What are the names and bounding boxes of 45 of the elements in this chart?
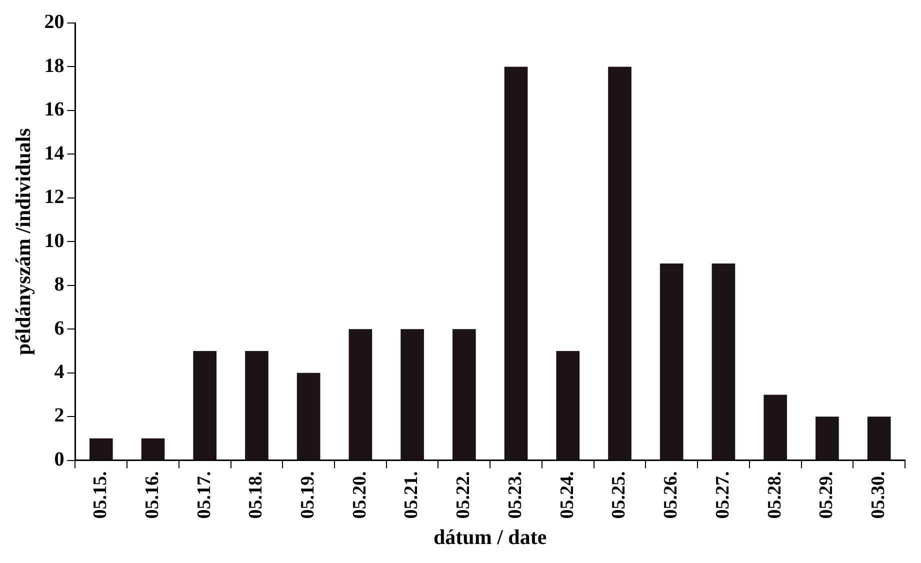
bar [296, 372, 320, 460]
y-tick-label: 16 [44, 98, 64, 121]
x-tick-label: 05.24. [556, 471, 578, 519]
bar [141, 438, 165, 460]
bar [348, 329, 372, 460]
bar [764, 394, 788, 460]
x-tick-label: 05.16. [142, 471, 163, 519]
x-tick-label: 05.19. [297, 471, 318, 519]
x-tick-label: 05.27. [712, 471, 734, 519]
y-tick-label: 20 [44, 11, 64, 34]
x-tick-label: 05.17. [194, 471, 215, 519]
bar [89, 438, 113, 460]
bar [504, 66, 528, 460]
bar [867, 416, 891, 460]
y-tick-label: 0 [54, 448, 64, 470]
bar [556, 350, 580, 460]
x-tick-label: 05.28. [764, 471, 786, 519]
x-tick-label: 05.22. [453, 471, 474, 519]
x-axis-title: dátum / date [434, 524, 547, 549]
x-tick-label: 05.23. [504, 471, 526, 519]
y-tick-label: 12 [44, 186, 64, 208]
x-tick-label: 05.26. [660, 471, 682, 519]
bar [608, 66, 632, 460]
x-tick-label: 05.29. [816, 471, 838, 519]
x-tick-label: 05.20. [349, 471, 370, 519]
y-tick-label: 10 [44, 230, 64, 252]
bar [660, 264, 684, 460]
y-tick-label: 4 [54, 361, 64, 384]
y-tick-label: 8 [54, 274, 64, 296]
x-tick-label: 05.25. [608, 471, 630, 519]
x-tick-label: 05.21. [401, 471, 422, 519]
bar [245, 350, 268, 460]
x-tick-label: 05.15. [90, 471, 112, 519]
y-tick-label: 18 [44, 54, 64, 77]
bar [452, 329, 476, 460]
y-axis-title: példányszám /individuals [11, 128, 36, 356]
bar [400, 329, 424, 460]
y-tick-label: 14 [44, 142, 64, 164]
y-tick-label: 6 [54, 317, 64, 340]
bar [712, 264, 736, 460]
bar [816, 416, 839, 460]
bar [193, 350, 217, 460]
x-tick-label: 05.18. [246, 471, 267, 519]
y-tick-label: 2 [54, 404, 64, 427]
x-tick-label: 05.30. [868, 471, 889, 519]
